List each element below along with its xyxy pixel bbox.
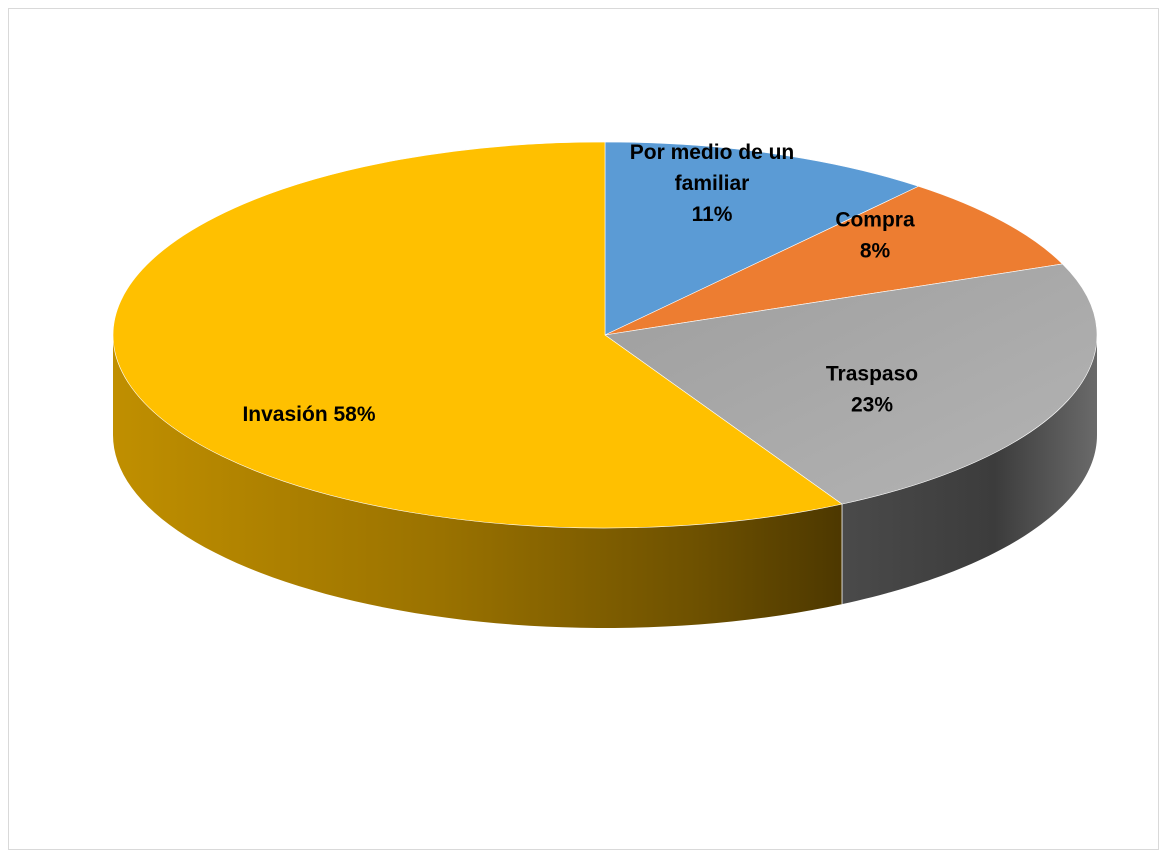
data-label-line: Invasión 58%: [242, 403, 375, 426]
data-label-line: Por medio de un: [630, 141, 795, 164]
pie-data-labels: Por medio de un familiar 11% Compra 8% Traspa…: [242, 141, 918, 426]
data-label-por-medio-de-un-familiar: Por medio de un familiar 11%: [630, 141, 795, 226]
pie-slice-traspaso: [604, 263, 1098, 505]
data-label-line: 11%: [692, 203, 733, 226]
pie-slice-tops: [112, 141, 1098, 529]
pie-side-invasion: [113, 335, 843, 628]
pie-side-walls: [113, 335, 1097, 628]
pie-side-traspaso: [842, 335, 1097, 605]
pie-slice-compra: [604, 185, 1064, 336]
data-label-line: familiar: [675, 172, 750, 195]
data-label-line: 8%: [860, 240, 891, 263]
data-label-invasion: Invasión 58%: [242, 403, 375, 426]
pie-slice-invasion: [112, 141, 843, 529]
data-label-line: Traspaso: [826, 363, 918, 386]
data-label-traspaso: Traspaso 23%: [826, 363, 918, 417]
data-label-line: Compra: [835, 209, 915, 232]
data-label-line: 23%: [851, 394, 893, 417]
pie-slice-por-medio-de-un-familiar: [604, 141, 920, 336]
chart-area: Por medio de un familiar 11% Compra 8% Traspa…: [8, 8, 1159, 850]
data-label-compra: Compra 8%: [835, 209, 915, 263]
